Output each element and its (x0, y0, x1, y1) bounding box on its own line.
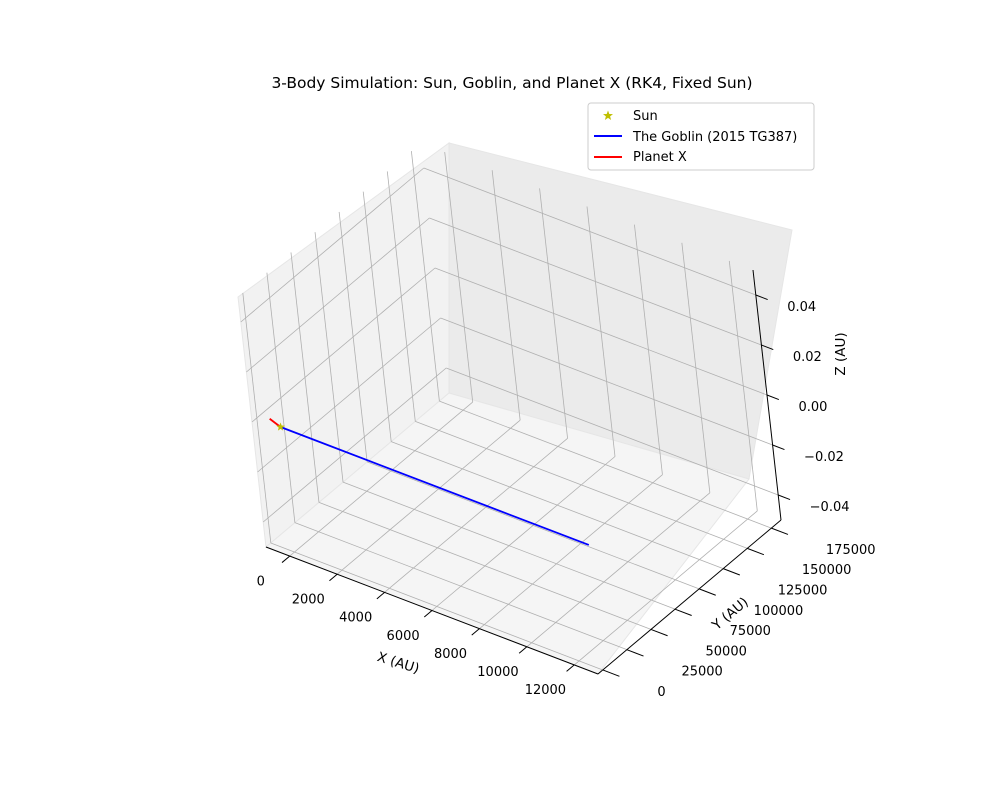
y-tick-mark (698, 588, 716, 596)
y-axis-line (597, 519, 782, 675)
x-grid-floor (289, 401, 473, 557)
z-tick-mark (766, 394, 780, 401)
z-tick-mark (778, 494, 791, 501)
series-line-1 (280, 426, 590, 546)
y-grid-floor (294, 522, 628, 651)
legend-star-icon (603, 110, 613, 120)
y-tick-label: 25000 (681, 665, 722, 680)
legend-label-planet-x: Planet X (633, 150, 687, 165)
y-tick-mark (723, 568, 740, 576)
y-grid-floor (366, 461, 700, 590)
z-grid-left (262, 367, 447, 523)
y-grid-floor (415, 420, 748, 549)
grid (240, 151, 779, 671)
x-tick-mark (518, 646, 528, 654)
legend-item-goblin: The Goblin (2015 TG387) (594, 130, 797, 145)
y-grid-floor (318, 502, 652, 630)
z-tick-mark (761, 344, 774, 351)
z-grid-back (423, 167, 756, 296)
x-axis-line (265, 546, 599, 675)
x-tick-mark (423, 610, 433, 618)
x-tick-label: 10000 (477, 665, 518, 680)
x-tick-label: 0 (257, 574, 265, 589)
x-tick-label: 12000 (525, 683, 566, 698)
x-tick-mark (566, 664, 575, 672)
z-grid-back (429, 217, 762, 346)
y-tick-label: 100000 (754, 604, 804, 619)
y-tick-label: 50000 (706, 644, 747, 659)
legend-item-planet-x: Planet X (594, 150, 687, 165)
axis-lines (265, 269, 791, 677)
y-tick-mark (650, 628, 668, 637)
x-tick-mark (281, 555, 291, 563)
chart-title: 3-Body Simulation: Sun, Goblin, and Plan… (271, 74, 752, 92)
y-grid-floor (439, 400, 772, 529)
z-tick-mark (755, 294, 768, 301)
x-grid-floor (336, 419, 521, 575)
z-grid-back (434, 267, 768, 396)
sun-star-marker (276, 422, 285, 431)
y-tick-mark (626, 649, 644, 657)
legend: Sun The Goblin (2015 TG387) Planet X (587, 102, 815, 171)
z-tick-label: 0.04 (787, 300, 816, 315)
z-tick-label: −0.04 (810, 500, 850, 515)
axes-3d: 0 2000 4000 6000 8000 10000 12000 0 25000 50000 75… (237, 142, 876, 700)
tick-labels: 0 2000 4000 6000 8000 10000 12000 0 25000 50000 75… (257, 300, 876, 700)
x-grid-floor (526, 492, 711, 648)
x-tick-label: 6000 (387, 629, 420, 644)
y-tick-mark (674, 608, 692, 616)
z-tick-mark (772, 444, 785, 451)
legend-item-sun: Sun (603, 109, 658, 124)
x-grid-floor (384, 438, 568, 593)
x-tick-label: 8000 (434, 647, 467, 662)
y-tick-label: 175000 (826, 543, 876, 558)
legend-label-sun: Sun (633, 109, 658, 124)
y-tick-label: 0 (657, 685, 665, 700)
z-tick-label: 0.00 (798, 400, 827, 415)
x-tick-label: 2000 (292, 593, 325, 608)
x-grid-floor (479, 474, 663, 629)
y-tick-mark (771, 527, 789, 535)
data-marks (269, 418, 590, 546)
x-tick-mark (471, 628, 480, 636)
z-grid-left (246, 217, 430, 373)
z-grid-left (240, 167, 425, 323)
z-grid-left (251, 267, 436, 423)
z-grid-back (446, 367, 779, 496)
y-tick-label: 75000 (730, 624, 771, 639)
z-grid-left (257, 317, 441, 473)
legend-frame (587, 102, 815, 171)
y-tick-label: 150000 (802, 563, 852, 578)
y-grid-floor (342, 481, 676, 610)
x-tick-mark (376, 591, 385, 600)
legend-label-goblin: The Goblin (2015 TG387) (632, 130, 797, 145)
z-axis-label: Z (AU) (833, 332, 849, 375)
x-grid-floor (431, 456, 616, 611)
y-tick-mark (602, 669, 620, 677)
z-tick-label: −0.02 (804, 450, 844, 465)
z-tick-label: 0.02 (793, 350, 822, 365)
y-grid-floor (270, 542, 603, 671)
y-tick-label: 125000 (778, 583, 828, 598)
x-grid-floor (574, 510, 758, 666)
x-tick-mark (329, 573, 338, 582)
z-grid-back (440, 317, 773, 446)
x-tick-label: 4000 (339, 611, 372, 626)
y-grid-floor (391, 441, 724, 570)
y-tick-mark (747, 547, 765, 556)
z-axis-line (752, 269, 782, 521)
